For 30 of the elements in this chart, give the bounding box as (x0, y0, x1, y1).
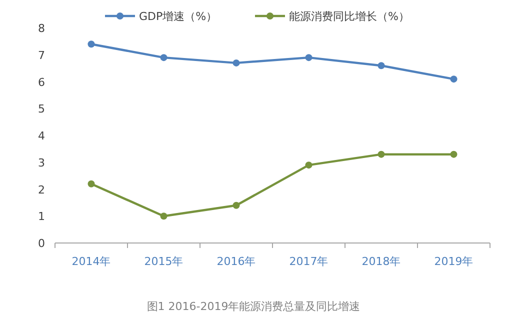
point (88, 40, 95, 48)
y-tick-label: 0 (38, 237, 45, 250)
point (160, 54, 168, 62)
x-tick-label: 2015年 (144, 255, 184, 268)
y-tick-label: 6 (38, 76, 45, 89)
y-tick-label: 1 (38, 210, 45, 224)
y-tick-label: 7 (38, 48, 45, 62)
point (88, 180, 95, 188)
point (450, 150, 458, 158)
point (378, 62, 385, 70)
point (378, 150, 385, 158)
y-tick-label: 2 (38, 183, 45, 196)
point (232, 202, 240, 209)
y-tick-label: 3 (38, 156, 45, 170)
x-tick-label: 2014年 (72, 255, 111, 268)
point (305, 54, 312, 62)
x-tick-label: 2016年 (216, 255, 256, 268)
x-tick-label: 2018年 (362, 255, 401, 268)
point (305, 162, 312, 169)
x-tick-label: 2019年 (434, 255, 474, 268)
legend-label: 能源消费同比增长（%） (289, 10, 410, 23)
x-tick-label: 2017年 (289, 255, 328, 268)
point (160, 212, 168, 220)
y-tick-label: 4 (38, 130, 45, 142)
point (450, 76, 458, 83)
caption: 图1 2016-2019年能源消费总量及同比增速 (146, 300, 360, 313)
y-tick-label: 5 (38, 102, 45, 116)
point (232, 59, 240, 66)
legend-label: GDP增速（%） (139, 10, 218, 23)
y-tick-label: 8 (38, 22, 45, 35)
